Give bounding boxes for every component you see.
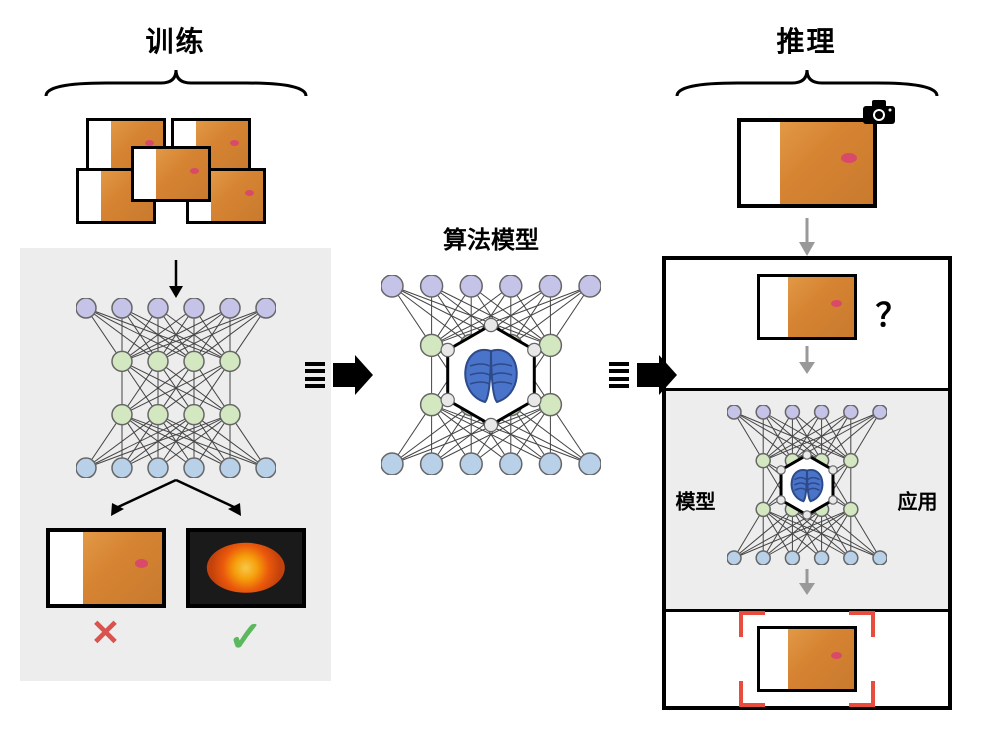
arrow-down-gray-icon [792,346,822,374]
pipeline-input-photo [757,274,857,340]
speed-lines-icon [609,360,629,390]
arrow-down-gray-icon [792,216,822,256]
inference-pipeline: ？ 模型 应用 [662,256,952,710]
inference-column: 推理 ？ [651,20,962,710]
training-photo-stack [76,118,276,238]
check-mark-icon: ✓ [228,612,263,661]
pipeline-input-section: ？ [666,260,948,391]
model-label: 模型 [676,486,716,515]
pipeline-model-section: 模型 应用 [666,391,948,612]
question-mark-icon: ？ [875,290,907,336]
diagram-root: 训练 [20,20,962,710]
photo [737,118,877,208]
arrow-down-gray-icon [792,569,822,595]
algorithm-network-brain-icon [381,275,601,475]
algorithm-column: 算法模型 [351,220,631,475]
algorithm-row [305,275,677,475]
result-wrong: ✕ [46,528,166,661]
pipeline-network-brain-icon [727,405,887,565]
training-photo [131,146,211,202]
brace-right [667,68,947,98]
training-gray-panel: ✕ ✓ [20,248,331,681]
training-title: 训练 [145,20,205,60]
camera-icon [861,98,897,126]
training-network-icon [76,298,276,478]
x-mark-icon: ✕ [90,612,120,654]
arrow-right-icon [333,355,373,395]
inference-input-photo [737,118,877,208]
training-column: 训练 [20,20,331,681]
application-label: 应用 [898,486,938,515]
brace-left [36,68,316,98]
result-correct: ✓ [186,528,306,661]
result-photo-flower [186,528,306,608]
training-results: ✕ ✓ [46,528,306,661]
result-photo-dog [46,528,166,608]
pipeline-output-photo [757,626,857,692]
pipeline-output-section [666,612,948,706]
branch-arrows-icon [76,478,276,518]
inference-title: 推理 [776,20,836,60]
algorithm-title: 算法模型 [443,220,539,255]
arrow-down-icon [161,258,191,298]
speed-lines-icon [305,360,325,390]
